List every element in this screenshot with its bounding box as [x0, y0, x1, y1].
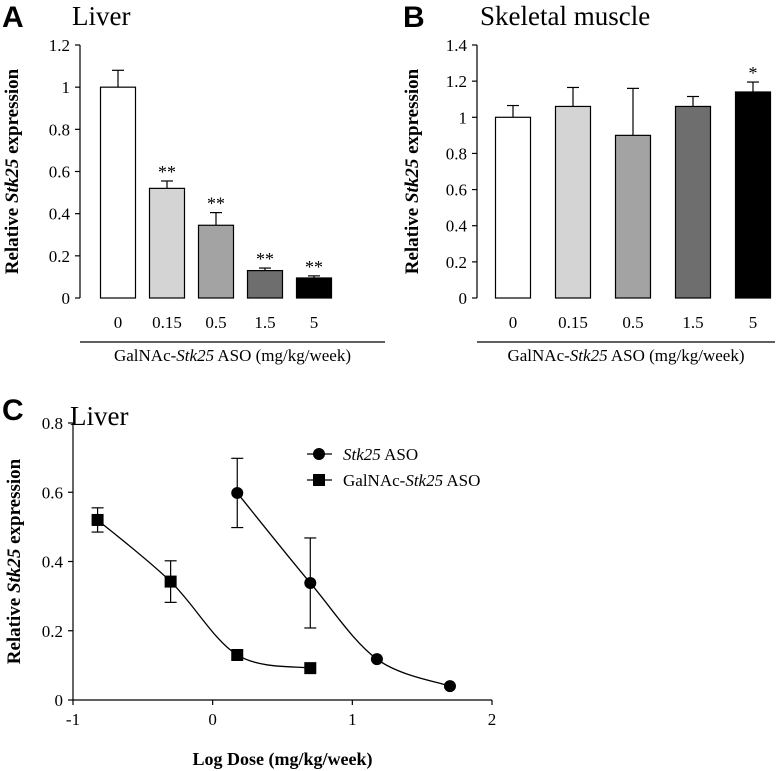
chart-b-y-tick-label: 0.4 — [446, 217, 468, 236]
chart-a-significance: ** — [305, 257, 323, 277]
chart-a-bar — [148, 187, 186, 299]
chart-c-series-1-point — [370, 653, 383, 666]
chart-b-category-label: 0.15 — [558, 313, 588, 332]
chart-b-bar — [554, 105, 592, 299]
chart-c-series-2-point — [91, 513, 104, 526]
panel-c-letter: C — [2, 394, 24, 427]
chart-b-significance: * — [749, 63, 758, 83]
chart-b-y-tick-label: 1 — [459, 108, 468, 127]
chart-b-y-tick-label: 1.4 — [446, 36, 468, 55]
chart-a-significance: ** — [158, 162, 176, 182]
chart-b-y-tick-label: 1.2 — [446, 72, 467, 91]
chart-c-series-1-legend-label: Stk25 ASO — [343, 445, 418, 464]
chart-a-y-tick-label: 0.4 — [49, 205, 71, 224]
panel-a-letter: A — [2, 1, 24, 34]
chart-a-category-label: 5 — [310, 313, 319, 332]
chart-a-y-label: Relative Stk25 expression — [2, 68, 23, 274]
chart-c-series-1-fit-line — [236, 492, 451, 687]
chart-b-y-tick-label: 0.2 — [446, 253, 467, 272]
chart-a-x-label: GalNAc-Stk25 ASO (mg/kg/week) — [114, 346, 351, 365]
chart-c-x-tick-label: 2 — [488, 710, 497, 729]
chart-c-y-tick-label: 0.8 — [42, 414, 63, 433]
chart-a-y-tick-label: 0 — [62, 289, 71, 308]
chart-b-bar — [674, 105, 712, 299]
chart-a-plot: 0 0.2 0.4 0.6 0.8 1 1.2 0 ** 0.15 ** 0.5 ** 1.5 ** 5 Gal… — [2, 36, 385, 365]
chart-c-series-1-legend-marker — [313, 448, 325, 460]
chart-b-bar — [734, 91, 772, 299]
chart-c-series-2-legend-label: GalNAc-Stk25 ASO — [343, 471, 480, 490]
chart-a-bar — [246, 269, 284, 299]
chart-b-y-tick-label: 0 — [459, 289, 468, 308]
chart-a-category-label: 0.15 — [152, 313, 182, 332]
chart-c-y-tick-label: 0.6 — [42, 483, 63, 502]
chart-b-category-label: 1.5 — [682, 313, 703, 332]
chart-c-x-tick-label: 0 — [208, 710, 217, 729]
chart-a-bar — [295, 277, 333, 299]
chart-a-category-label: 0 — [114, 313, 123, 332]
panel-b-letter: B — [403, 1, 425, 34]
chart-a-bar — [197, 224, 235, 299]
chart-c-series-2-fit-line — [97, 519, 311, 669]
chart-c-y-tick-label: 0 — [55, 691, 64, 710]
chart-c-y-label: Relative Stk25 expression — [4, 458, 25, 664]
chart-b-bar — [614, 134, 652, 299]
chart-b-category-label: 0.5 — [622, 313, 643, 332]
chart-c-series-1-point — [443, 680, 456, 693]
chart-c-x-tick-label: -1 — [66, 710, 80, 729]
chart-c-y-tick-label: 0.4 — [42, 553, 64, 572]
chart-a-y-tick-label: 0.8 — [49, 120, 70, 139]
chart-c-series-2-point — [231, 648, 244, 661]
chart-c-series-1-point — [231, 486, 244, 499]
chart-a-significance: ** — [207, 194, 225, 214]
chart-b-x-label: GalNAc-Stk25 ASO (mg/kg/week) — [507, 346, 744, 365]
chart-a-bar — [99, 86, 137, 299]
chart-b-y-tick-label: 0.8 — [446, 144, 467, 163]
chart-b-bar — [494, 116, 532, 299]
chart-a-y-tick-label: 0.2 — [49, 247, 70, 266]
chart-c-y-tick-label: 0.2 — [42, 622, 63, 641]
chart-c-x-tick-label: 1 — [348, 710, 357, 729]
chart-c-series-2-point — [164, 575, 177, 588]
chart-a-y-tick-label: 1.2 — [49, 36, 70, 55]
chart-a-category-label: 1.5 — [254, 313, 275, 332]
chart-c-series-2-legend-marker — [313, 474, 325, 486]
chart-c-series-2-point — [304, 662, 317, 675]
chart-b-y-label: Relative Stk25 expression — [402, 68, 423, 274]
panel-a-title: Liver — [72, 1, 130, 31]
chart-a-significance: ** — [256, 249, 274, 269]
chart-a-y-tick-label: 1 — [62, 78, 71, 97]
chart-b-category-label: 0 — [509, 313, 518, 332]
chart-b-category-label: 5 — [749, 313, 758, 332]
panel-c-title: Liver — [70, 401, 128, 431]
chart-c-x-label: Log Dose (mg/kg/week) — [193, 749, 373, 770]
chart-a-y-tick-label: 0.6 — [49, 163, 70, 182]
chart-a-category-label: 0.5 — [205, 313, 226, 332]
panel-b-title: Skeletal muscle — [480, 1, 650, 31]
chart-b-y-tick-label: 0.6 — [446, 181, 467, 200]
chart-b-plot: 0 0.2 0.4 0.6 0.8 1 1.2 1.4 0 0.15 0.5 1.5 * 5 GalNAc-… — [402, 36, 775, 365]
chart-c-series-1-point — [304, 576, 317, 589]
